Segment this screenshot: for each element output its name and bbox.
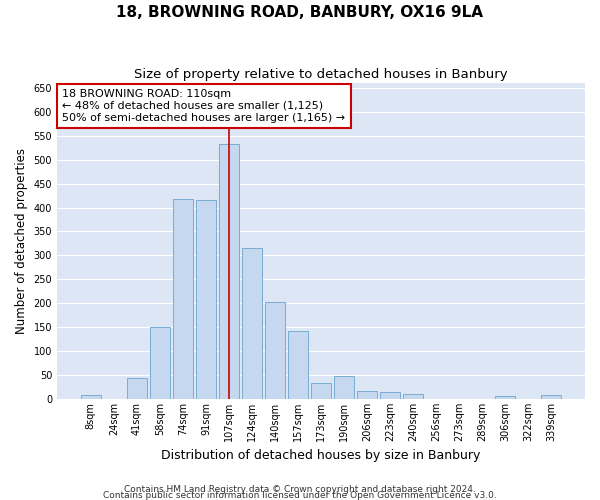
Bar xyxy=(496,396,515,399)
Bar xyxy=(403,394,423,399)
Bar xyxy=(196,200,216,399)
Text: 18, BROWNING ROAD, BANBURY, OX16 9LA: 18, BROWNING ROAD, BANBURY, OX16 9LA xyxy=(116,5,484,20)
Text: Contains HM Land Registry data © Crown copyright and database right 2024.: Contains HM Land Registry data © Crown c… xyxy=(124,485,476,494)
Bar xyxy=(173,199,193,399)
Bar xyxy=(334,376,354,399)
Bar xyxy=(357,391,377,399)
Bar xyxy=(311,383,331,399)
Bar xyxy=(541,395,561,399)
Bar xyxy=(127,378,146,399)
Bar xyxy=(242,248,262,399)
Bar xyxy=(265,302,285,399)
Bar xyxy=(288,330,308,399)
Y-axis label: Number of detached properties: Number of detached properties xyxy=(15,148,28,334)
Bar xyxy=(380,392,400,399)
Title: Size of property relative to detached houses in Banbury: Size of property relative to detached ho… xyxy=(134,68,508,80)
Text: Contains public sector information licensed under the Open Government Licence v3: Contains public sector information licen… xyxy=(103,490,497,500)
Bar xyxy=(150,327,170,399)
Text: 18 BROWNING ROAD: 110sqm
← 48% of detached houses are smaller (1,125)
50% of sem: 18 BROWNING ROAD: 110sqm ← 48% of detach… xyxy=(62,90,346,122)
Bar xyxy=(219,144,239,399)
X-axis label: Distribution of detached houses by size in Banbury: Distribution of detached houses by size … xyxy=(161,450,481,462)
Bar xyxy=(81,395,101,399)
